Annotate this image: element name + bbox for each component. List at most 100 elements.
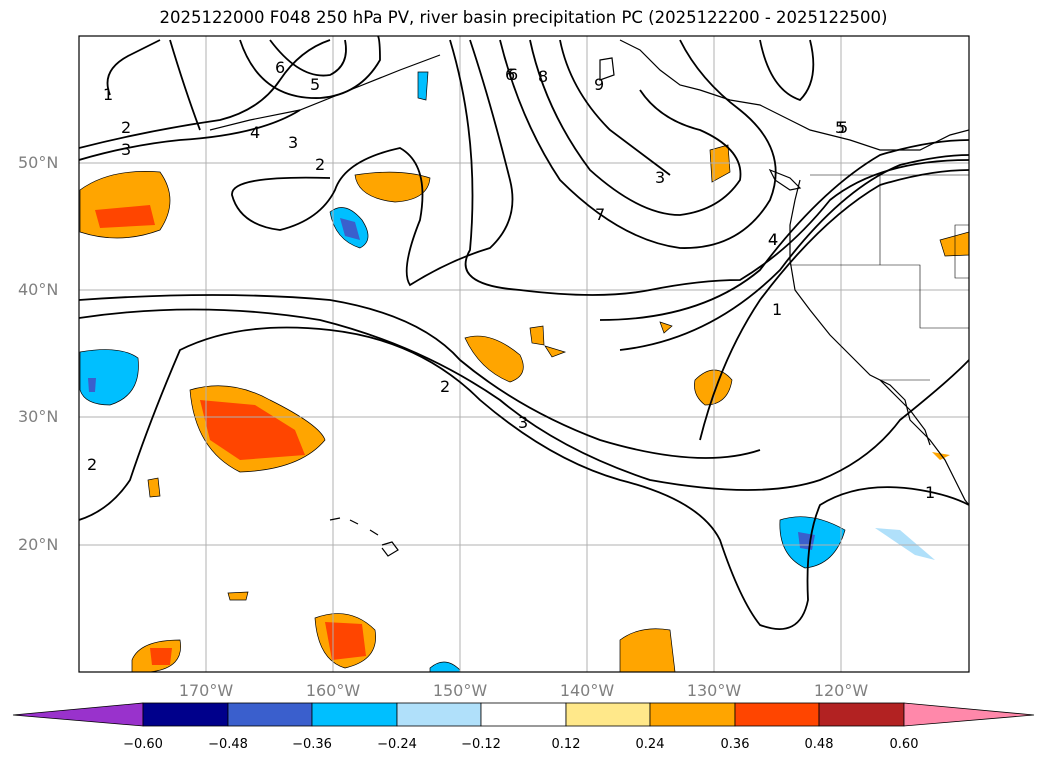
coastlines <box>209 39 969 557</box>
contour-labels: 1 2 3 4 5 6 7 8 9 6 5 4 2 3 1 2 3 4 5 6 … <box>87 58 935 502</box>
contour-label: 6 <box>275 58 285 77</box>
north-america-coast <box>619 39 969 151</box>
pv-contour <box>239 36 381 99</box>
precip-pos-area <box>79 171 171 239</box>
colorbar-bin <box>227 702 313 727</box>
pv-contour <box>699 169 969 441</box>
contour-label: 4 <box>250 123 260 142</box>
contour-label: 2 <box>121 118 131 137</box>
contour-label: 2 <box>440 377 450 396</box>
pv-contour <box>449 39 969 296</box>
contour-label: 2 <box>315 155 325 174</box>
precip-neg-area <box>417 71 429 101</box>
precip-pos-area <box>464 335 524 383</box>
contour-label: 9 <box>594 75 604 94</box>
contour-label: 8 <box>538 67 548 86</box>
precip-high-area <box>150 648 172 665</box>
pv-contour <box>79 109 301 161</box>
precip-neg-high-area <box>340 218 360 240</box>
lon-label: 160°W <box>305 681 361 700</box>
pv-contour <box>169 39 201 131</box>
aleutians <box>209 54 441 131</box>
precip-pos-area <box>932 452 950 460</box>
lon-label: 140°W <box>559 681 615 700</box>
pv-contour <box>559 39 671 176</box>
contour-label: 5 <box>838 118 848 137</box>
colorbar-bin <box>818 702 905 727</box>
vancouver-island <box>768 168 802 191</box>
lat-label: 40°N <box>18 280 59 299</box>
colorbar-tick: 0.24 <box>635 737 665 752</box>
pv-contour <box>79 294 761 459</box>
precip-pos-area <box>354 171 431 203</box>
colorbar-tick: −0.24 <box>377 737 417 752</box>
pv-contour <box>599 139 969 321</box>
lon-label: 120°W <box>813 681 869 700</box>
contour-label: 3 <box>518 413 528 432</box>
lat-label: 20°N <box>18 535 59 554</box>
contour-label: 6 <box>505 65 515 84</box>
contour-label: 1 <box>772 300 782 319</box>
pv-contour <box>499 39 777 249</box>
hawaii-islands <box>329 517 399 557</box>
pv-contour <box>759 39 815 102</box>
colorbar-low-extend <box>12 702 144 727</box>
precip-pos-area <box>147 477 161 498</box>
precip-neg-area <box>429 661 461 672</box>
colorbar-tick: −0.48 <box>208 737 248 752</box>
precip-pos-area <box>694 369 733 406</box>
colorbar-tick: −0.12 <box>461 737 501 752</box>
colorbar-bin <box>396 702 482 727</box>
precip-neg-high-area <box>88 378 96 392</box>
map-frame <box>78 35 970 673</box>
lon-label: 170°W <box>178 681 234 700</box>
precip-shading <box>79 71 969 672</box>
colorbar-bin <box>480 702 567 727</box>
contour-label: 1 <box>103 85 113 104</box>
colorbar-bin <box>649 702 736 727</box>
contour-label: 3 <box>288 133 298 152</box>
pv-contour <box>529 39 742 216</box>
colorbar-tick: 0.60 <box>889 737 919 752</box>
pv-contour <box>79 326 969 630</box>
lon-label: 130°W <box>686 681 742 700</box>
colorbar-bin <box>311 702 398 727</box>
contour-label: 1 <box>925 483 935 502</box>
precip-pos-area <box>619 628 676 672</box>
colorbar-bin <box>565 702 651 727</box>
political-borders <box>790 174 969 381</box>
lat-label: 50°N <box>18 153 59 172</box>
colorbar-tick: 0.12 <box>551 737 581 752</box>
precip-pos-area <box>529 325 545 346</box>
colorbar-high-extend <box>903 702 1035 727</box>
precip-high-area <box>200 400 305 460</box>
map-title: 2025122000 F048 250 hPa PV, river basin … <box>159 8 888 27</box>
contour-label: 4 <box>768 230 778 249</box>
pv-contour <box>231 39 514 287</box>
precip-pos-area <box>939 231 969 257</box>
colorbar-tick: 0.48 <box>804 737 834 752</box>
pv-contour <box>79 308 969 491</box>
west-coast <box>789 179 969 506</box>
colorbar-tick: −0.60 <box>123 737 163 752</box>
pv-contour <box>269 39 347 77</box>
lon-label: 150°W <box>432 681 488 700</box>
contour-label: 3 <box>655 168 665 187</box>
lat-label: 30°N <box>18 407 59 426</box>
contour-label: 2 <box>87 455 97 474</box>
precip-high-area <box>95 205 155 228</box>
colorbar <box>12 702 1035 727</box>
pv-contour <box>619 154 969 351</box>
colorbar-tick: 0.36 <box>720 737 750 752</box>
contour-label: 5 <box>835 118 845 137</box>
queen-charlotte <box>599 57 615 81</box>
contour-label: 7 <box>595 205 605 224</box>
precip-neg-area <box>875 528 935 560</box>
precip-pos-area <box>659 321 673 334</box>
pv-contours <box>79 36 969 630</box>
precip-neg-high-area <box>798 532 815 550</box>
pv-contour <box>79 39 331 149</box>
baja-california <box>879 379 931 446</box>
precip-pos-area <box>227 591 249 601</box>
